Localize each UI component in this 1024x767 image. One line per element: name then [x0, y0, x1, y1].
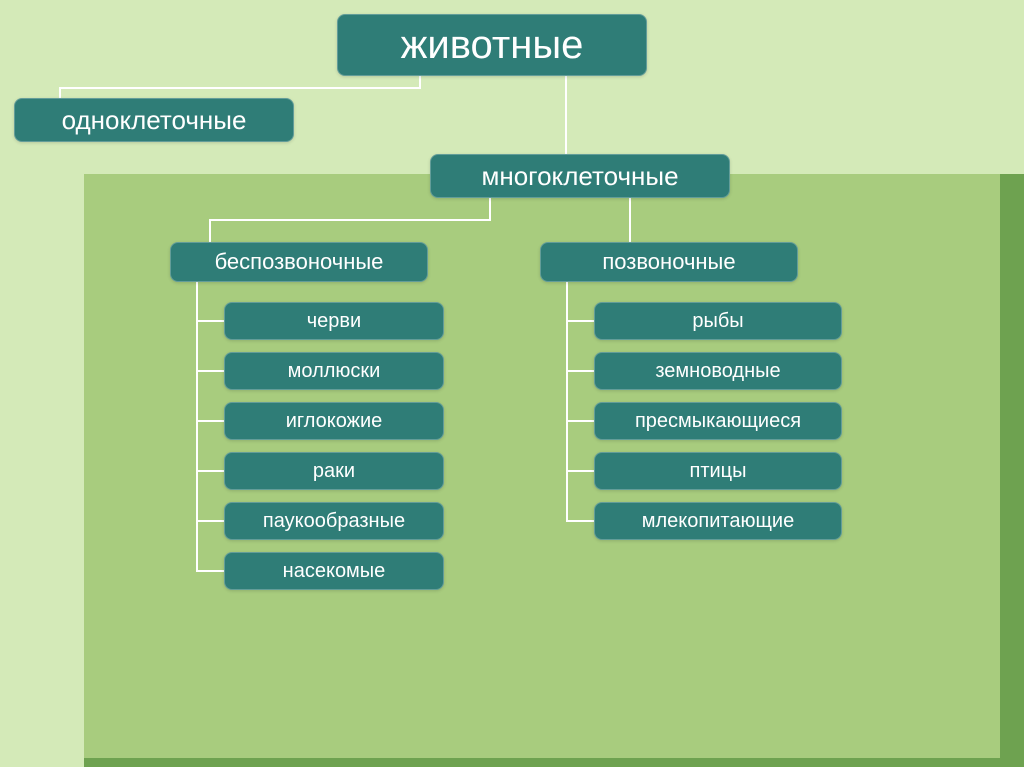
node-label: животные	[401, 23, 584, 68]
node-multicellular: многоклеточные	[430, 154, 730, 198]
node-label: моллюски	[288, 360, 381, 383]
node-label: позвоночные	[602, 249, 735, 275]
node-label: рыбы	[692, 310, 743, 333]
node-molluscs: моллюски	[224, 352, 444, 390]
node-invertebrates: беспозвоночные	[170, 242, 428, 282]
node-label: беспозвоночные	[215, 249, 384, 275]
node-label: раки	[313, 460, 355, 483]
node-worms: черви	[224, 302, 444, 340]
background-edge-bottom	[84, 758, 1024, 767]
node-reptiles: пресмыкающиеся	[594, 402, 842, 440]
node-crustaceans: раки	[224, 452, 444, 490]
node-label: насекомые	[283, 560, 386, 583]
node-echinoderms: иглокожие	[224, 402, 444, 440]
node-label: многоклеточные	[481, 161, 678, 192]
node-insects: насекомые	[224, 552, 444, 590]
node-label: черви	[307, 310, 361, 333]
node-label: пресмыкающиеся	[635, 410, 801, 433]
node-root: животные	[337, 14, 647, 76]
node-mammals: млекопитающие	[594, 502, 842, 540]
node-label: млекопитающие	[642, 510, 794, 533]
node-arachnids: паукообразные	[224, 502, 444, 540]
node-label: паукообразные	[263, 510, 405, 533]
node-label: одноклеточные	[62, 105, 247, 136]
node-amphibians: земноводные	[594, 352, 842, 390]
node-label: иглокожие	[286, 410, 383, 433]
node-label: земноводные	[655, 360, 780, 383]
background-edge-right	[1000, 174, 1024, 758]
node-birds: птицы	[594, 452, 842, 490]
node-unicellular: одноклеточные	[14, 98, 294, 142]
node-vertebrates: позвоночные	[540, 242, 798, 282]
node-label: птицы	[690, 460, 747, 483]
node-fish: рыбы	[594, 302, 842, 340]
